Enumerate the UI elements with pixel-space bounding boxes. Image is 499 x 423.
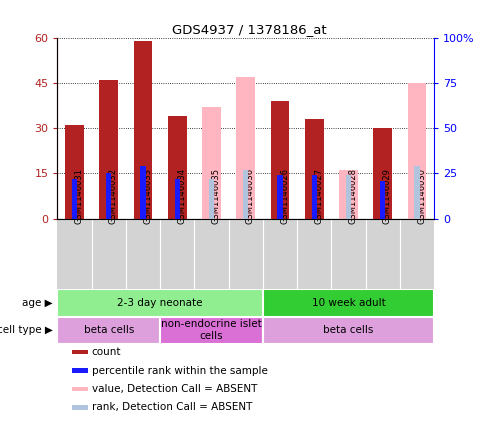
Bar: [57, 316, 160, 343]
Bar: [263, 316, 434, 343]
Bar: [72, 350, 88, 354]
Bar: [202, 107, 221, 219]
Bar: [305, 119, 324, 219]
Bar: [72, 405, 88, 409]
Text: GSM1146031: GSM1146031: [74, 168, 83, 224]
Bar: [99, 80, 118, 219]
Text: 2-3 day neonate: 2-3 day neonate: [117, 298, 203, 308]
Bar: [339, 170, 358, 219]
Text: beta cells: beta cells: [83, 325, 134, 335]
Text: rank, Detection Call = ABSENT: rank, Detection Call = ABSENT: [92, 402, 252, 412]
Bar: [270, 101, 289, 219]
Bar: [72, 387, 88, 391]
Text: GSM1146027: GSM1146027: [314, 168, 323, 224]
Text: GSM1146028: GSM1146028: [348, 168, 357, 224]
Bar: [277, 175, 282, 219]
Text: GSM1146033: GSM1146033: [143, 168, 152, 224]
Bar: [408, 83, 427, 219]
Text: value, Detection Call = ABSENT: value, Detection Call = ABSENT: [92, 384, 257, 394]
Bar: [263, 289, 434, 316]
Text: GSM1146036: GSM1146036: [246, 168, 255, 224]
Bar: [168, 116, 187, 219]
Text: GSM1146030: GSM1146030: [417, 168, 426, 224]
Bar: [312, 175, 317, 219]
Bar: [175, 179, 180, 219]
Bar: [380, 181, 385, 219]
Text: percentile rank within the sample: percentile rank within the sample: [92, 365, 267, 376]
Bar: [72, 179, 77, 219]
Bar: [415, 166, 420, 219]
Bar: [209, 179, 214, 219]
Bar: [57, 289, 263, 316]
Bar: [243, 170, 249, 219]
Bar: [134, 41, 152, 219]
Bar: [373, 128, 392, 219]
Text: GSM1146035: GSM1146035: [212, 168, 221, 224]
Bar: [346, 175, 351, 219]
Bar: [237, 77, 255, 219]
Text: beta cells: beta cells: [323, 325, 374, 335]
Text: GDS4937 / 1378186_at: GDS4937 / 1378186_at: [172, 23, 327, 36]
Text: non-endocrine islet
cells: non-endocrine islet cells: [161, 319, 262, 341]
Bar: [72, 368, 88, 373]
Text: 10 week adult: 10 week adult: [312, 298, 385, 308]
Text: count: count: [92, 347, 121, 357]
Text: GSM1146029: GSM1146029: [383, 168, 392, 224]
Bar: [65, 125, 84, 219]
Bar: [106, 173, 111, 219]
Text: GSM1146034: GSM1146034: [177, 168, 186, 224]
Bar: [140, 166, 146, 219]
Bar: [160, 316, 263, 343]
Text: age ▶: age ▶: [22, 298, 52, 308]
Text: GSM1146032: GSM1146032: [109, 168, 118, 224]
Text: GSM1146026: GSM1146026: [280, 168, 289, 224]
Text: cell type ▶: cell type ▶: [0, 325, 52, 335]
